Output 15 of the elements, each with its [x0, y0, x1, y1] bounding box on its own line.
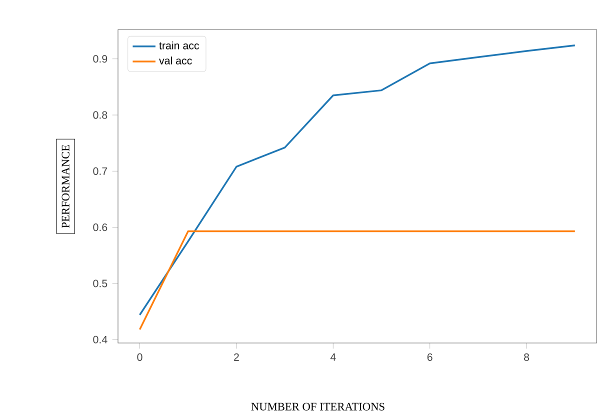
- x-tick-label: 6: [427, 353, 432, 361]
- y-tick-label: 0.5: [93, 280, 108, 288]
- legend-label: val acc: [159, 56, 192, 64]
- y-tick-label: 0.4: [93, 336, 108, 344]
- y-tick-label: 0.7: [93, 167, 108, 175]
- legend-label: train acc: [159, 42, 200, 50]
- y-tick-label: 0.6: [93, 224, 108, 232]
- x-tick-label: 4: [330, 353, 336, 361]
- y-axis-title: PERFORMANCE: [62, 145, 70, 228]
- y-tick-label: 0.9: [93, 55, 108, 63]
- x-tick-label: 8: [524, 353, 530, 361]
- y-tick-label: 0.8: [93, 111, 108, 119]
- x-tick-label: 0: [137, 353, 142, 361]
- x-axis-title: NUMBER OF ITERATIONS: [251, 402, 384, 410]
- x-tick-label: 2: [234, 353, 239, 361]
